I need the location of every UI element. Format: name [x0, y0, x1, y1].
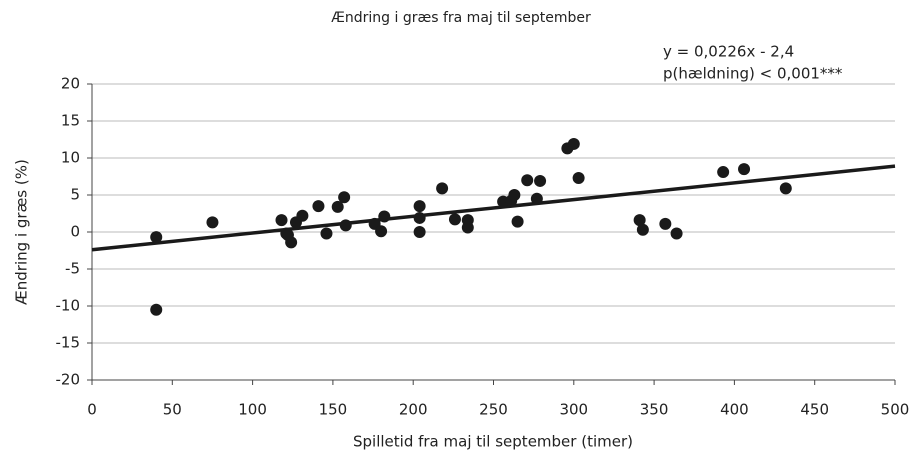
annotation: p(hældning) < 0,001***	[663, 65, 843, 83]
point	[378, 210, 391, 223]
point	[413, 211, 426, 224]
point	[530, 192, 543, 205]
point	[150, 231, 163, 244]
point	[413, 226, 426, 238]
point	[633, 214, 646, 227]
point	[320, 227, 333, 240]
y-tick-label: -5	[65, 260, 80, 278]
y-tick-label: 0	[70, 223, 80, 241]
y-tick-label: -10	[56, 297, 81, 315]
y-tick-label: 10	[61, 149, 80, 167]
point	[461, 221, 474, 234]
point	[659, 217, 672, 230]
x-tick-label: 500	[881, 401, 910, 419]
point	[413, 200, 426, 213]
annotation: y = 0,0226x - 2,4	[663, 43, 794, 61]
y-tick-label: -15	[56, 334, 81, 352]
x-axis-label: Spilletid fra maj til september (timer)	[353, 433, 633, 451]
point	[448, 213, 461, 226]
x-tick-label: 250	[479, 401, 508, 419]
x-tick-label: 400	[720, 401, 749, 419]
point	[296, 209, 309, 222]
x-tick-label: 0	[87, 401, 97, 419]
x-tick-label: 150	[319, 401, 348, 419]
point	[521, 174, 534, 187]
x-tick-label: 300	[559, 401, 588, 419]
x-tick-label: 200	[399, 401, 428, 419]
point	[339, 219, 352, 232]
point	[338, 191, 351, 204]
point	[738, 163, 751, 176]
y-tick-label: -20	[56, 371, 81, 389]
point	[375, 225, 388, 238]
point	[206, 216, 219, 229]
point	[511, 215, 524, 228]
point	[534, 174, 547, 187]
point	[150, 303, 163, 316]
x-tick-label: 50	[163, 401, 182, 419]
point	[636, 223, 649, 236]
point	[572, 171, 585, 184]
x-tick-label: 450	[800, 401, 829, 419]
y-axis-label: Ændring i græs (%)	[13, 159, 31, 305]
trend-line	[91, 164, 896, 252]
chart-title: Ændring i græs fra maj til september	[331, 10, 591, 26]
point	[331, 200, 344, 213]
point	[275, 214, 288, 227]
y-tick-label: 5	[70, 186, 80, 204]
point	[285, 236, 298, 249]
point	[312, 200, 325, 213]
point	[508, 189, 521, 201]
x-tick-label: 100	[238, 401, 267, 419]
y-tick-label: 15	[61, 112, 80, 130]
point	[717, 166, 730, 179]
point	[567, 137, 580, 150]
x-tick-label: 350	[640, 401, 669, 419]
point	[436, 182, 449, 195]
y-tick-label: 20	[61, 75, 80, 93]
point	[779, 182, 792, 195]
point	[670, 227, 683, 240]
